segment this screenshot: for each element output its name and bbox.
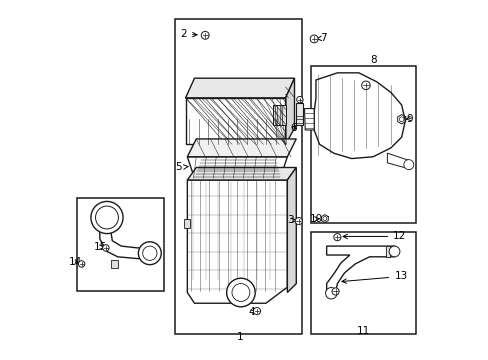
Circle shape [361,81,369,90]
Circle shape [226,278,255,307]
Circle shape [309,35,317,43]
Text: 8: 8 [369,55,376,65]
Text: 13: 13 [341,271,407,283]
Text: 6: 6 [290,123,297,133]
Bar [183,219,190,228]
Circle shape [253,307,260,315]
Circle shape [102,245,109,251]
Bar [175,19,301,334]
Circle shape [231,284,249,301]
Bar [77,198,164,291]
Circle shape [142,246,157,260]
Circle shape [295,217,302,225]
Bar [110,260,118,267]
Text: 4: 4 [248,307,255,317]
Polygon shape [304,109,313,130]
Circle shape [322,217,326,221]
Polygon shape [185,78,294,98]
Polygon shape [187,157,287,178]
Text: 11: 11 [356,326,369,336]
Polygon shape [100,217,149,258]
Polygon shape [326,246,394,293]
Polygon shape [287,167,296,293]
Text: 7: 7 [316,33,325,43]
Text: 10: 10 [309,214,322,224]
Circle shape [399,117,403,122]
Text: 15: 15 [94,242,107,252]
Text: 1: 1 [236,332,243,342]
Polygon shape [187,139,296,157]
Circle shape [78,261,84,267]
Circle shape [201,31,209,39]
Text: 5: 5 [175,162,188,172]
Circle shape [296,96,303,103]
Circle shape [403,159,413,170]
Circle shape [91,202,123,234]
Circle shape [331,288,339,295]
Bar [310,66,415,223]
Bar [272,105,285,125]
Text: 14: 14 [69,257,82,267]
Bar [385,246,389,257]
Text: 3: 3 [287,215,296,225]
Bar [296,103,303,125]
Bar [310,232,415,334]
Polygon shape [285,78,294,144]
Circle shape [333,234,340,241]
Circle shape [138,242,161,265]
Circle shape [325,288,336,299]
Text: 12: 12 [342,231,406,242]
Polygon shape [187,180,287,303]
Polygon shape [185,98,285,144]
Text: 9: 9 [406,113,412,123]
Polygon shape [386,153,410,169]
Polygon shape [313,73,405,158]
Circle shape [388,246,399,257]
Polygon shape [187,167,296,180]
Circle shape [95,206,118,229]
Text: 2: 2 [180,29,197,39]
